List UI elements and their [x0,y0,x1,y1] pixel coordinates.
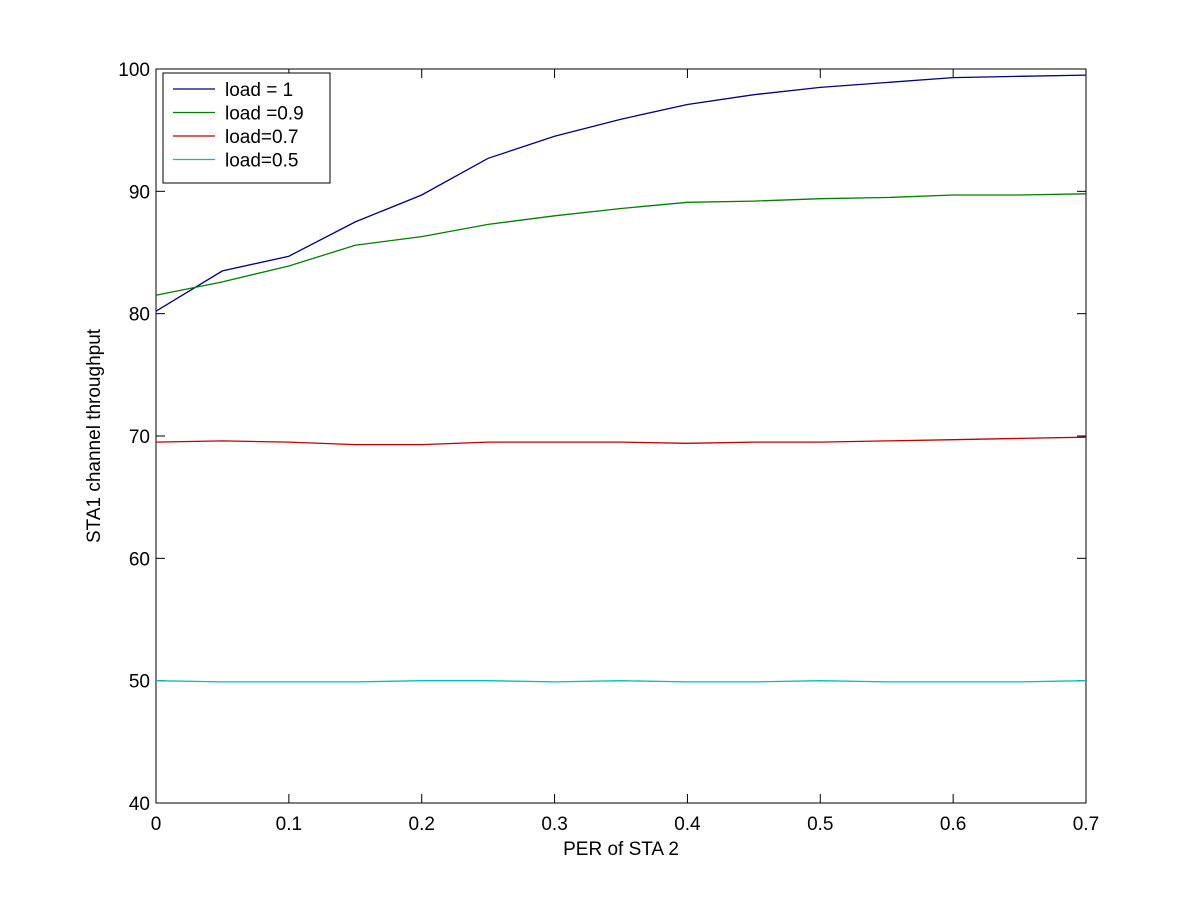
x-tick-label: 0.7 [1073,814,1099,835]
y-tick-label: 80 [129,305,150,326]
x-tick-label: 0.4 [674,814,701,835]
axis-ticks: 0 0.1 0.2 0.3 0.4 0.5 0.6 0.7 40 50 60 70 80 90 100 [118,60,1099,835]
series-line-3 [155,436,1087,446]
x-tick-label: 0.3 [541,814,567,835]
y-tick-label: 70 [129,427,150,448]
x-tick-label: 0.6 [940,814,966,835]
x-tick-label: 0 [151,814,162,835]
x-tick-label: 0.5 [807,814,833,835]
y-tick-label: 100 [118,60,150,81]
legend-label-1: load = 1 [225,80,293,101]
y-axis-label: STA1 channel throughput [84,328,105,543]
y-tick-label: 60 [129,549,150,570]
legend-box [162,72,331,184]
legend-label-3: load=0.7 [225,127,298,148]
y-tick-label: 90 [129,182,150,203]
series-lines [155,74,1087,683]
legend-label-4: load=0.5 [225,151,298,172]
x-axis-label: PER of STA 2 [563,839,679,860]
y-tick-label: 50 [129,672,150,693]
series-line-1 [155,74,1087,312]
y-tick-label: 40 [129,794,150,815]
x-tick-label: 0.2 [409,814,435,835]
series-line-4 [155,680,1087,683]
legend-label-2: load =0.9 [225,104,304,125]
series-line-2 [155,193,1087,296]
x-tick-label: 0.1 [276,814,302,835]
